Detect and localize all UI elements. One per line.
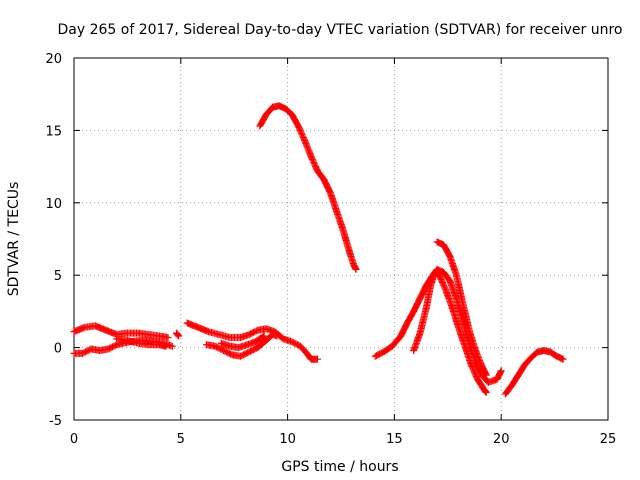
y-tick-label: -5 <box>49 414 62 429</box>
series-track-1 <box>70 322 172 341</box>
series-track-3 <box>113 335 170 350</box>
y-axis: -5 0 5 10 15 20 <box>45 52 608 429</box>
series-track-8 <box>256 102 360 273</box>
y-tick-label: 5 <box>54 269 62 284</box>
series-track-9 <box>371 265 505 386</box>
plus-markers <box>410 268 490 396</box>
plus-markers <box>202 331 281 360</box>
data-series <box>70 102 567 398</box>
y-tick-label: 10 <box>45 197 62 212</box>
x-tick-label: 15 <box>386 432 403 447</box>
x-tick-label: 10 <box>279 432 296 447</box>
x-tick-label: 5 <box>177 432 185 447</box>
y-tick-label: 20 <box>45 52 62 67</box>
plot-frame <box>73 57 609 421</box>
plus-markers <box>173 329 183 340</box>
y-tick-label: 0 <box>54 342 62 357</box>
plus-markers <box>113 335 170 350</box>
series-track-10 <box>410 268 490 396</box>
y-tick-label: 15 <box>45 124 62 139</box>
x-axis-label: GPS time / hours <box>281 459 398 475</box>
plus-markers <box>217 332 268 352</box>
x-tick-label: 20 <box>493 432 510 447</box>
x-tick-label: 25 <box>600 432 617 447</box>
series-track-12 <box>501 347 567 398</box>
y-axis-label: SDTVAR / TECUs <box>6 182 22 297</box>
series-track-7 <box>217 332 268 352</box>
x-tick-label: 0 <box>70 432 78 447</box>
chart-title: Day 265 of 2017, Sidereal Day-to-day VTE… <box>58 22 623 38</box>
series-track-11 <box>433 238 490 379</box>
plus-markers <box>371 265 505 386</box>
plus-markers <box>433 238 490 379</box>
x-axis: 0 5 10 15 20 25 <box>70 58 616 447</box>
series-track-4 <box>173 329 183 340</box>
plus-markers <box>501 347 567 398</box>
grid <box>74 58 608 420</box>
series-track-6 <box>202 331 281 360</box>
plus-markers <box>256 102 360 273</box>
plus-markers <box>70 322 172 341</box>
